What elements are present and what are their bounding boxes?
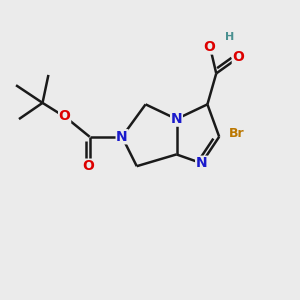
Text: O: O: [203, 40, 215, 54]
Text: O: O: [82, 159, 94, 173]
Text: O: O: [232, 50, 244, 64]
Text: N: N: [116, 130, 128, 144]
Text: N: N: [196, 156, 207, 170]
Text: O: O: [59, 109, 70, 123]
Text: Br: Br: [229, 127, 245, 140]
Text: H: H: [225, 32, 234, 42]
Text: N: N: [171, 112, 182, 126]
